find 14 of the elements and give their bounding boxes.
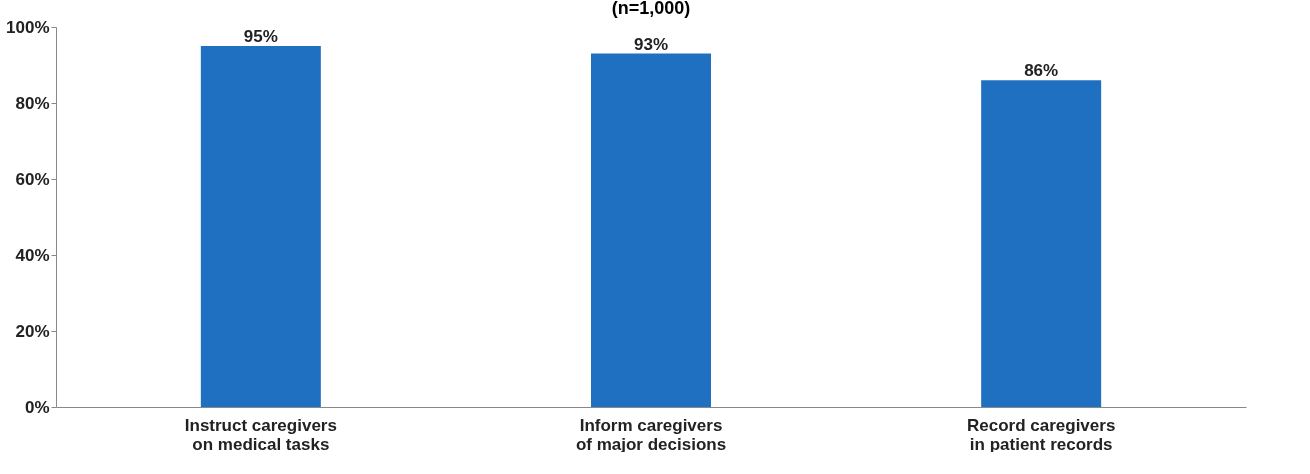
y-tick-label: 100% xyxy=(6,17,50,37)
y-tick-label: 60% xyxy=(15,169,50,189)
data-label: 86% xyxy=(1024,61,1059,81)
bar xyxy=(200,46,321,407)
y-tick-label: 40% xyxy=(15,245,50,265)
data-label: 93% xyxy=(633,34,669,54)
chart-title: (n=1,000) xyxy=(611,0,691,18)
x-tick-label: Instruct caregivers on medical tasks xyxy=(184,415,337,454)
y-tick-label: 20% xyxy=(15,321,50,341)
bar xyxy=(591,53,711,407)
data-label: 95% xyxy=(243,27,278,46)
y-tick-label: 80% xyxy=(15,93,50,113)
bar xyxy=(981,80,1102,407)
y-tick-label: 0% xyxy=(24,397,50,417)
